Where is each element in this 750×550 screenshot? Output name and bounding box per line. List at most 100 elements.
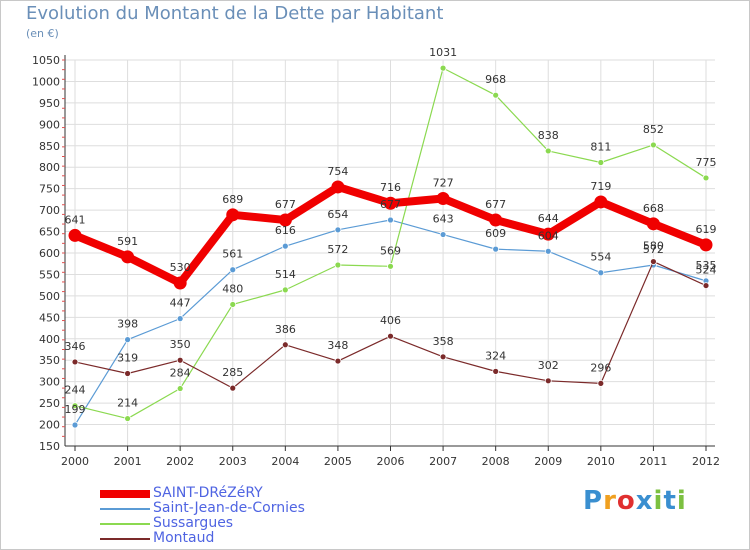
data-point [71,421,79,429]
data-label: 1031 [429,46,457,59]
data-label: 677 [485,198,506,211]
y-tick-label: 850 [39,140,60,153]
data-label: 654 [327,208,348,221]
data-point [594,195,608,209]
data-point [650,141,657,149]
data-label: 214 [117,397,138,410]
data-label: 447 [170,297,191,310]
y-tick-label: 500 [39,290,60,303]
y-tick-label: 800 [39,161,60,174]
logo-letter: t [663,486,677,516]
y-tick-label: 350 [39,354,60,367]
legend-swatch [100,508,150,510]
data-point [492,245,500,253]
x-tick-label: 2009 [534,455,562,468]
data-point [331,180,345,194]
data-label: 677 [275,198,296,211]
y-tick-label: 950 [39,97,60,110]
data-label: 572 [643,243,664,256]
data-label: 609 [485,227,506,240]
y-tick-label: 300 [39,376,60,389]
y-tick-label: 750 [39,183,60,196]
data-label: 398 [117,318,138,331]
y-tick-label: 250 [39,397,60,410]
data-label: 319 [117,352,138,365]
x-tick-label: 2012 [692,455,720,468]
data-label: 719 [590,180,611,193]
data-point [124,336,131,344]
data-label: 644 [538,212,559,225]
data-label: 641 [65,213,86,226]
data-label: 689 [222,193,243,206]
data-point [492,367,500,375]
data-label: 572 [327,243,348,256]
data-label: 348 [327,339,348,352]
data-point [541,227,555,241]
data-point [71,358,79,366]
data-point [229,384,237,392]
x-tick-label: 2001 [114,455,142,468]
chart-title: Evolution du Montant de la Dette par Hab… [26,3,444,24]
data-point [176,385,184,392]
legend-label: Sussargues [153,515,234,531]
x-tick-label: 2005 [324,455,352,468]
chart-legend: SAINT-DRéZéRY Saint-Jean-de-Cornies Sussar… [100,485,360,546]
data-point [278,213,292,227]
data-label: 811 [590,141,611,154]
data-label: 852 [643,123,664,136]
data-label: 569 [380,244,401,257]
data-label: 514 [275,268,296,281]
legend-item: SAINT-DRéZéRY [100,485,360,501]
data-point [439,64,447,72]
data-point [699,238,713,252]
y-tick-label: 900 [39,118,60,131]
data-point [121,250,135,264]
logo-letter: x [635,486,654,516]
legend-item: Sussargues [100,515,360,531]
legend-item: Saint-Jean-de-Cornies [100,500,360,516]
x-tick-label: 2003 [219,455,247,468]
x-tick-label: 2007 [429,455,457,468]
data-label: 199 [65,403,86,416]
data-point [124,415,131,422]
data-label: 616 [275,224,296,237]
data-point [68,228,82,242]
y-tick-label: 650 [39,226,60,239]
data-label: 554 [590,251,611,264]
data-point [229,301,237,308]
data-label: 668 [643,202,664,215]
data-label: 591 [117,235,138,248]
data-point [384,196,397,210]
data-label: 302 [538,359,559,372]
x-tick-label: 2010 [587,455,615,468]
data-point [597,379,605,387]
data-point [597,269,605,277]
data-point [176,356,184,364]
data-label: 619 [696,223,717,236]
data-label: 530 [170,261,191,274]
chart-unit: (en €) [26,27,59,40]
data-label: 386 [275,323,296,336]
y-tick-label: 400 [39,333,60,346]
data-label: 244 [65,384,86,397]
y-tick-label: 200 [39,419,60,432]
data-label: 580 [643,240,664,253]
data-point [489,213,503,227]
data-point [281,286,289,294]
data-point [387,332,394,340]
legend-label: Saint-Jean-de-Cornies [153,500,305,516]
legend-label: SAINT-DRéZéRY [153,485,263,501]
legend-swatch [100,538,150,540]
data-label: 324 [485,349,506,362]
y-tick-label: 1050 [32,54,60,67]
data-label: 406 [380,314,401,327]
data-point [334,261,342,269]
logo-letter: i [676,486,687,516]
logo-letter: r [603,486,617,516]
data-point [439,231,447,238]
data-point [387,262,394,270]
data-point [387,216,394,224]
x-tick-label: 2002 [166,455,194,468]
